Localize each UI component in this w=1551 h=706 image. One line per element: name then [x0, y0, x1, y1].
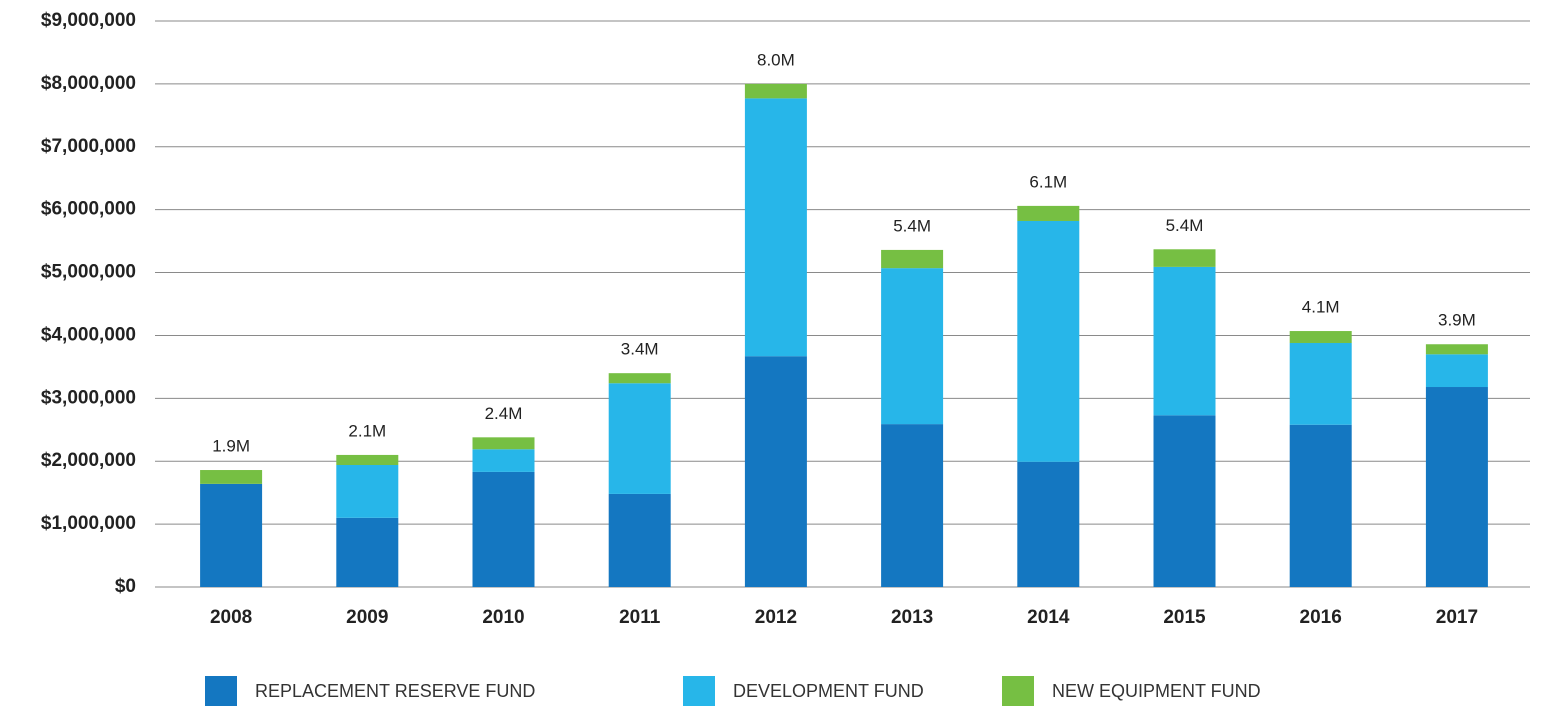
total-label: 6.1M	[1029, 172, 1067, 191]
bar-segment	[472, 437, 535, 450]
legend-swatch	[205, 676, 237, 706]
bar-segment	[1289, 342, 1352, 425]
bar-segment	[1289, 424, 1352, 587]
bar-segment	[608, 383, 671, 494]
total-label: 2.1M	[348, 421, 386, 440]
y-tick-label: $1,000,000	[41, 513, 136, 534]
bar-segment	[1017, 205, 1080, 221]
legend-swatch	[1002, 676, 1034, 706]
bar-segment	[608, 493, 671, 587]
y-tick-label: $2,000,000	[41, 450, 136, 471]
y-tick-label: $6,000,000	[41, 199, 136, 220]
bar-segment	[1017, 220, 1080, 462]
bar-segment	[1153, 415, 1216, 587]
legend-label: DEVELOPMENT FUND	[733, 681, 924, 701]
bar-segment	[1425, 344, 1488, 355]
x-tick-label: 2015	[1163, 607, 1206, 628]
y-tick-label: $3,000,000	[41, 387, 136, 408]
bar-segment	[200, 470, 263, 484]
bar-segment	[1017, 461, 1080, 587]
total-label: 1.9M	[212, 437, 250, 456]
total-label: 8.0M	[757, 50, 795, 69]
x-tick-label: 2017	[1436, 607, 1478, 628]
bar-segment	[1153, 266, 1216, 416]
x-tick-label: 2016	[1300, 607, 1342, 628]
bar-segment	[336, 454, 399, 465]
y-tick-label: $8,000,000	[41, 73, 136, 94]
bar-segment	[744, 83, 807, 99]
bar-segment	[1153, 249, 1216, 267]
y-tick-label: $4,000,000	[41, 324, 136, 345]
x-tick-label: 2012	[755, 607, 797, 628]
legend-label: REPLACEMENT RESERVE FUND	[255, 681, 535, 701]
y-tick-label: $7,000,000	[41, 136, 136, 157]
bar-segment	[608, 373, 671, 384]
bar-segment	[472, 449, 535, 472]
y-tick-label: $5,000,000	[41, 262, 136, 283]
total-label: 3.9M	[1438, 311, 1476, 330]
y-tick-label: $9,000,000	[41, 10, 136, 31]
total-label: 2.4M	[485, 404, 523, 423]
x-tick-label: 2010	[482, 607, 524, 628]
bar-segment	[744, 356, 807, 587]
bar-segment	[881, 424, 944, 587]
legend-label: NEW EQUIPMENT FUND	[1052, 681, 1261, 701]
bar-segment	[1425, 387, 1488, 587]
bar-segment	[1425, 354, 1488, 388]
bar-segment	[1289, 331, 1352, 343]
bar-segment	[336, 517, 399, 587]
total-label: 4.1M	[1302, 298, 1340, 317]
x-tick-label: 2014	[1027, 607, 1070, 628]
bar-segment	[200, 483, 263, 587]
bar-segment	[881, 249, 944, 269]
x-tick-label: 2011	[619, 607, 661, 628]
y-tick-label: $0	[115, 576, 136, 597]
total-label: 5.4M	[1166, 216, 1204, 235]
x-tick-label: 2009	[346, 607, 388, 628]
x-tick-label: 2008	[210, 607, 252, 628]
bar-segment	[744, 98, 807, 357]
bar-segment	[881, 268, 944, 425]
bar-segment	[336, 464, 399, 518]
total-label: 5.4M	[893, 216, 931, 235]
total-label: 3.4M	[621, 340, 659, 359]
legend-swatch	[683, 676, 715, 706]
bar-segment	[472, 471, 535, 587]
x-tick-label: 2013	[891, 607, 933, 628]
